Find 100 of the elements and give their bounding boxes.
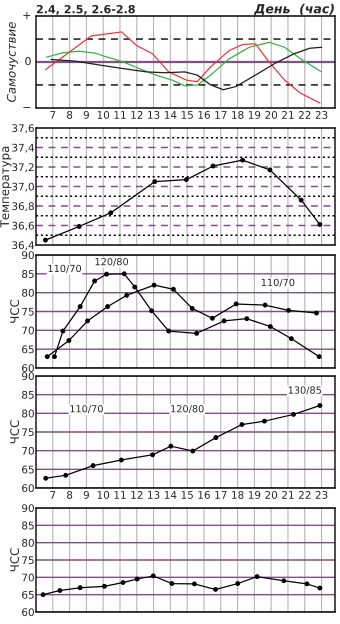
point [152,179,158,184]
point [210,316,215,321]
point [40,592,46,598]
y-tick-label: 80 [22,288,34,297]
point [244,316,250,322]
point [262,302,268,308]
y-tick-label: 60 [22,364,34,372]
x-tick-label: 8 [66,110,72,119]
y-tick-label: 37,6 [12,124,34,134]
point [190,448,196,454]
point [42,238,48,243]
point [192,581,197,586]
y-tick-label: 65 [22,345,34,354]
point [268,167,272,172]
y-tick-label: 37,2 [12,163,34,172]
point [132,284,138,290]
annotation: 110/70 [70,405,103,414]
y-tick-label: 65 [22,590,34,599]
point [210,164,216,168]
y-tick-label: 90 [22,504,34,512]
annotation: 130/85 [288,386,322,395]
y-tick-label: 60 [22,608,34,616]
point [316,354,322,360]
x-tick-label: 20 [265,490,278,499]
point [118,458,124,462]
x-tick-label: 10 [98,110,110,119]
point [190,306,195,311]
x-tick-label: 19 [248,490,260,499]
y-tick-label: 36,6 [12,222,34,231]
point [44,354,50,360]
point [286,308,291,313]
x-tick-label: 16 [198,490,210,499]
point [317,403,322,408]
point [152,282,157,288]
point [262,418,267,424]
x-tick-label: 19 [248,110,260,119]
point [213,587,218,592]
x-tick-label: 7 [50,491,56,499]
y-axis-title: Самочуствие [6,22,18,102]
x-tick-label: 14 [164,491,176,499]
y-tick-label: 85 [22,522,34,530]
x-tick-label: 15 [182,491,193,499]
point [108,210,114,216]
point [291,412,296,417]
y-tick-label: 85 [22,270,34,278]
point [105,304,110,310]
x-tick-label: 18 [232,110,244,119]
x-tick-label: 7 [50,111,56,119]
y-tick-label: 80 [22,538,34,547]
x-tick-label: 14 [164,111,176,119]
point [60,328,66,334]
point [102,584,107,589]
y-tick-label: 90 [22,251,34,260]
x-tick-label: 17 [215,491,227,499]
point [104,272,109,277]
point [149,308,154,314]
point [90,463,96,468]
point [63,472,68,478]
point [317,586,322,591]
x-tick-label: 12 [131,490,142,499]
point [78,304,83,310]
point [57,588,62,593]
y-tick-label: 75 [22,428,34,436]
point [304,581,310,586]
point [298,198,304,203]
point [235,581,240,586]
annotation: 110/70 [48,264,82,273]
x-tick-label: 16 [198,110,210,119]
x-tick-label: 8 [66,490,72,499]
point [168,444,174,449]
point [222,318,227,324]
text: + [23,12,30,20]
y-axis-title: ЧСС [10,548,20,572]
point [314,310,319,316]
x-tick-label: 10 [98,490,110,499]
x-tick-label: 12 [131,110,142,119]
point [43,476,48,481]
point [78,585,83,590]
point [288,336,294,342]
annotation: 120/80 [171,405,204,414]
annotation: 120/80 [96,258,128,266]
x-tick-label: 20 [265,110,278,119]
y-axis-title: Температура [0,146,12,228]
x-tick-label: 23 [316,490,328,499]
x-tick-label: 21 [282,490,294,499]
point [134,576,140,582]
y-tick-label: 60 [22,484,34,492]
y-tick-label: 90 [22,372,34,380]
point [170,286,176,292]
x-tick-label: 9 [84,490,89,499]
y-axis-title: ЧСС [10,420,20,444]
y-tick-label: 85 [22,390,34,399]
point [150,452,156,458]
y-tick-label: 37,4 [12,144,34,153]
x-tick-label: 9 [84,110,89,119]
text: 0 [25,56,31,66]
point [234,302,239,306]
text: − [23,107,30,108]
x-tick-label: 23 [316,110,328,119]
point [124,292,130,298]
